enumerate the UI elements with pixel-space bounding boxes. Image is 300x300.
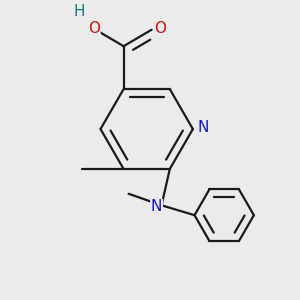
Text: N: N [151,200,162,214]
Text: O: O [88,21,100,36]
Text: N: N [198,120,209,135]
Text: H: H [74,4,85,19]
Text: O: O [154,21,166,36]
